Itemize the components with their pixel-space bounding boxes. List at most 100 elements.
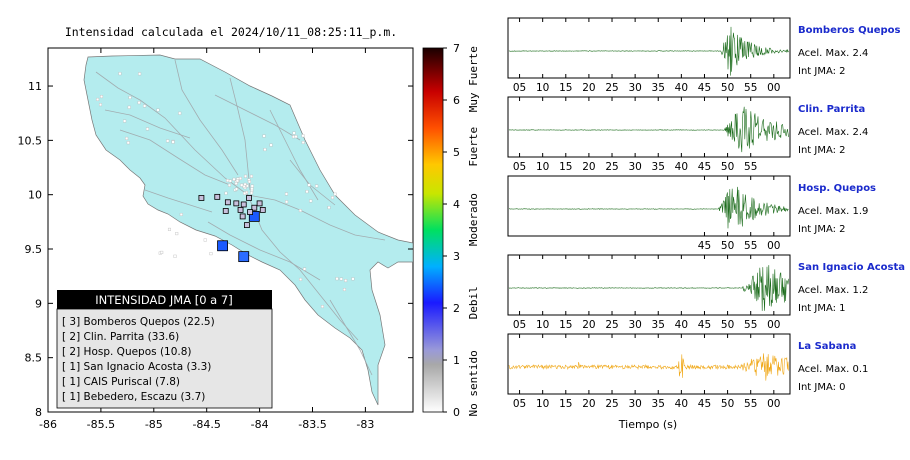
waveform-tick-label: 50 [721,161,734,173]
waveform-tick-label: 55 [744,398,757,410]
place-dot [299,277,303,281]
map-x-tick-label: -86 [39,418,57,431]
place-dot [320,305,324,309]
place-dot [342,288,346,292]
road-network [95,59,386,376]
place-dot [305,190,309,194]
legend-item-3: [ 1] San Ignacio Acosta (3.3) [62,361,211,373]
legend-item-5: [ 1] Bebedero, Escazu (3.7) [62,391,205,403]
station-marker [259,206,266,213]
waveform-station-name: Hosp. Quepos [798,183,876,194]
colorbar-intensity-label: Debil [467,286,480,319]
waveform-tick-label: 45 [698,319,711,331]
place-dot [298,209,302,213]
waveform-tick-label: 05 [513,398,526,410]
waveform-tick-label: 10 [536,319,549,331]
colorbar-intensity-label: No sentido [467,350,480,416]
colorbar-tick-label: 2 [453,302,460,315]
intensity-legend: INTENSIDAD JMA [0 a 7] [ 3] Bomberos Que… [56,290,273,409]
place-dot [351,277,355,281]
place-dot [292,135,296,139]
place-dot [243,191,247,195]
map-y-tick-label: 9.5 [25,243,43,256]
place-dot [232,177,236,181]
waveform-tick-label: 25 [605,82,618,94]
waveform-tick-label: 00 [767,240,780,252]
colorbar-intensity-label: Moderado [467,193,480,246]
map-y-axis: 11 10.5 10 9.5 9 8.5 8 [18,80,413,419]
map-y-tick-label: 8 [35,406,42,419]
place-dot [145,127,149,131]
place-dot [262,134,266,138]
place-dot [234,187,238,191]
waveform-tick-label: 35 [652,398,665,410]
place-dot [126,141,130,145]
waveform-tick-label: 55 [744,161,757,173]
legend-item-2: [ 2] Hosp. Quepos (10.8) [62,346,192,358]
place-dot [128,95,132,99]
station-marker [198,195,205,201]
waveform-accel: Acel. Max. 2.4 [798,127,868,138]
waveform-tick-label: 45 [698,82,711,94]
waveform-tick-label: 40 [675,161,688,173]
place-dot [250,191,254,195]
place-dot [301,140,305,144]
station-marker-strong [217,240,228,252]
place-dot [269,143,273,147]
place-dot [227,183,231,187]
place-dot [244,174,248,178]
waveform-trace [508,106,789,153]
waveform-station-name: Clin. Parrita [798,104,865,115]
place-dot [333,192,337,196]
station-marker [233,200,240,207]
colorbar-tick-label: 7 [453,42,460,55]
station-marker-strong [238,251,250,263]
legend-header: INTENSIDAD JMA [0 a 7] [95,293,232,307]
colorbar-tick-label: 3 [453,250,460,263]
waveform-tick-label: 40 [675,82,688,94]
station-marker [240,201,247,208]
waveform-panels: 05 10 15 20 25 30 35 40 45 50 55 00 Bomberos Quepos A… [507,17,905,410]
waveform-intensity: Int JMA: 1 [798,303,846,314]
waveform-tick-label: 05 [513,82,526,94]
waveform-trace [508,353,789,381]
place-dot [292,131,296,135]
waveform-trace [508,26,789,76]
place-dot [307,183,311,187]
place-dot [175,232,179,236]
station-marker [246,195,252,201]
place-dot [335,277,339,281]
waveform-accel: Acel. Max. 1.2 [798,285,868,296]
waveform-station-name: La Sabana [798,341,856,352]
colorbar-ticks: 0 1 2 3 4 5 6 7 [443,42,460,419]
place-dot [100,95,104,99]
station-marker [243,222,250,229]
station-marker [256,200,263,207]
waveform-tick-label: 20 [582,319,595,331]
place-dot [263,148,267,152]
waveform-xlabel: Tiempo (s) [618,418,677,431]
place-dot [171,140,175,144]
waveform-frame [507,254,791,316]
place-dot [250,187,254,191]
waveform-tick-label: 15 [559,161,572,173]
waveform-tick-label: 35 [652,319,665,331]
waveform-tick-label: 55 [744,240,757,252]
waveform-tick-label: 25 [605,161,618,173]
place-dot [234,182,238,186]
place-dot [238,176,242,180]
map-y-tick-label: 10.5 [18,134,43,147]
waveform-tick-label: 05 [513,319,526,331]
place-dot [99,103,103,107]
colorbar-intensity-label: Fuerte [467,127,480,167]
map-x-tick-label: -83 [356,418,374,431]
waveform-tick-label: 15 [559,82,572,94]
waveform-tick-label: 40 [675,319,688,331]
place-dot [228,179,232,183]
station-marker [224,199,231,206]
station-marker [237,206,244,213]
place-dot [331,196,335,200]
waveform-tick-label: 50 [721,398,734,410]
waveform-tick-label: 35 [652,161,665,173]
